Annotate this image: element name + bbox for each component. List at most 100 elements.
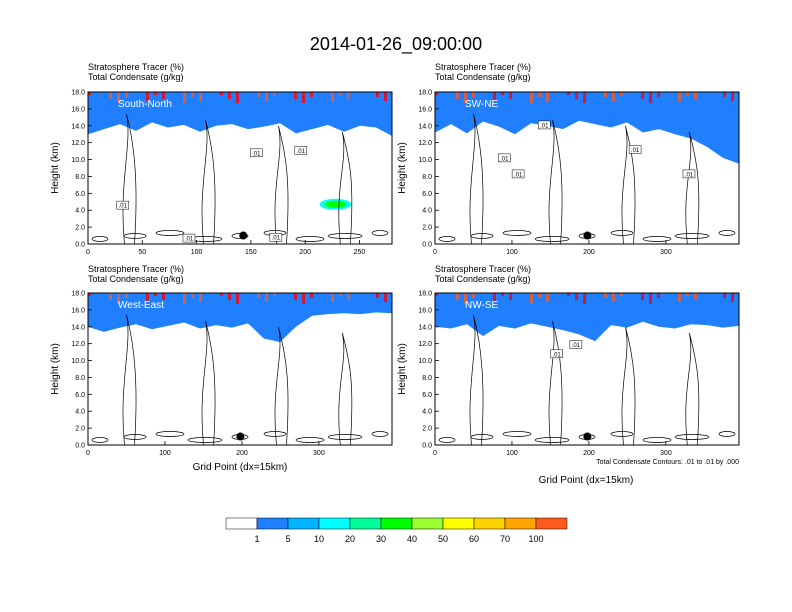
- contour-label-box: [498, 153, 511, 163]
- x-tick-label: 50: [138, 249, 146, 256]
- tracer-streak: [273, 293, 276, 296]
- x-tick-label: 100: [506, 249, 518, 256]
- x-tick-label: 0: [433, 450, 437, 457]
- y-tick-label: 2.0: [75, 225, 85, 232]
- tracer-streak: [435, 92, 438, 95]
- contour-label-box: [294, 146, 308, 155]
- tracer-streak: [472, 92, 475, 97]
- tracer-streak: [191, 92, 194, 97]
- plot-frame: [434, 91, 740, 245]
- contour-line: [548, 119, 563, 245]
- tracer-streak: [146, 293, 149, 302]
- tracer-streak: [331, 92, 334, 101]
- y-tick-label: 10.0: [71, 358, 85, 365]
- tracer-streak: [731, 293, 734, 302]
- x-tick-label: 200: [299, 249, 311, 256]
- tracer-streak: [649, 293, 652, 304]
- colorbar-swatch: [473, 517, 506, 530]
- tracer-streak: [620, 293, 623, 296]
- y-tick-label: 6.0: [75, 392, 85, 399]
- y-tick-label: 10.0: [71, 157, 85, 164]
- contour-low-cloud: [187, 437, 223, 443]
- tracer-streak: [612, 92, 615, 101]
- contour-low-cloud: [123, 233, 147, 239]
- colorbar-label: 10: [314, 534, 324, 544]
- tracer-streak: [657, 293, 660, 298]
- contour-low-cloud: [371, 230, 389, 236]
- contour-low-cloud: [327, 434, 363, 440]
- x-tick-label: 100: [159, 450, 171, 457]
- tracer-streak: [538, 92, 541, 97]
- contour-label-box: [550, 349, 563, 359]
- contour-line: [338, 332, 353, 446]
- contour-label: .01: [514, 172, 523, 178]
- contour-label-box: [569, 340, 583, 349]
- tracer-streak: [310, 293, 313, 298]
- tracer-streak: [162, 92, 165, 99]
- y-tick-label: 0.0: [422, 242, 432, 249]
- contour-label: .01: [540, 123, 549, 129]
- condensate-contours: [91, 113, 389, 245]
- tracer-streak: [125, 92, 128, 97]
- tracer-streak: [154, 293, 157, 296]
- contour-low-cloud: [718, 230, 736, 236]
- y-tick-label: 4.0: [422, 409, 432, 416]
- y-axis-label: Height (km): [50, 343, 61, 395]
- tracer-streak: [294, 293, 297, 300]
- panel-label: South-North: [118, 99, 172, 110]
- tracer-streak: [567, 92, 570, 95]
- contour-low-cloud: [371, 431, 389, 437]
- tracer-streak: [236, 92, 239, 103]
- contour-line: [621, 326, 636, 446]
- colorbar-label: 5: [285, 534, 290, 544]
- contour-line: [122, 314, 137, 446]
- tracer-band-1: [88, 293, 392, 342]
- contour-low-cloud: [438, 437, 456, 443]
- contour-low-cloud: [327, 233, 363, 239]
- tracer-streak: [456, 293, 459, 300]
- y-tick-label: 14.0: [71, 324, 85, 331]
- tracer-streak: [384, 92, 387, 101]
- tracer-streak: [575, 92, 578, 99]
- contour-label-box: [269, 232, 283, 242]
- contour-label: .01: [500, 156, 509, 162]
- tracer-streak: [530, 293, 533, 304]
- contour-label-box: [682, 169, 696, 179]
- tracer-streak: [228, 92, 231, 99]
- tracer-streak: [604, 293, 607, 298]
- panel-sw-ne: Stratosphere Tracer (%) Total Condensate…: [397, 62, 740, 256]
- location-marker: [239, 231, 248, 240]
- contour-label-box: [538, 120, 551, 130]
- y-axis-label: Height (km): [397, 343, 408, 395]
- contour-low-cloud: [438, 236, 456, 242]
- plot-frame: [434, 292, 740, 446]
- condensate-contours: [438, 113, 736, 245]
- tracer-streak: [302, 92, 305, 103]
- contour-low-cloud: [534, 437, 570, 443]
- contour-label: .01: [119, 204, 128, 210]
- location-marker: [583, 231, 592, 240]
- contour-low-cloud: [123, 434, 147, 440]
- contour-label-box: [250, 148, 263, 158]
- tracer-streak: [88, 92, 91, 95]
- tracer-streak: [546, 293, 549, 302]
- contour-label-box: [511, 169, 525, 179]
- y-tick-label: 2.0: [422, 225, 432, 232]
- tracer-streak: [183, 92, 186, 103]
- y-tick-label: 18.0: [71, 90, 85, 97]
- contour-line: [122, 113, 137, 245]
- y-tick-label: 4.0: [75, 409, 85, 416]
- y-tick-label: 6.0: [422, 392, 432, 399]
- colorbar-swatch: [380, 517, 413, 530]
- y-tick-label: 18.0: [418, 90, 432, 97]
- tracer-streak: [678, 92, 681, 101]
- colorbar-label: 50: [438, 534, 448, 544]
- colorbar-swatch: [287, 517, 320, 530]
- tracer-streak: [583, 92, 586, 103]
- contour-low-cloud: [610, 431, 634, 437]
- tracer-streak: [723, 92, 726, 97]
- panel-nw-se: Stratosphere Tracer (%) Total Condensate…: [397, 264, 740, 486]
- tracer-streak: [723, 293, 726, 298]
- tracer-streak: [435, 293, 438, 296]
- y-tick-label: 18.0: [418, 291, 432, 298]
